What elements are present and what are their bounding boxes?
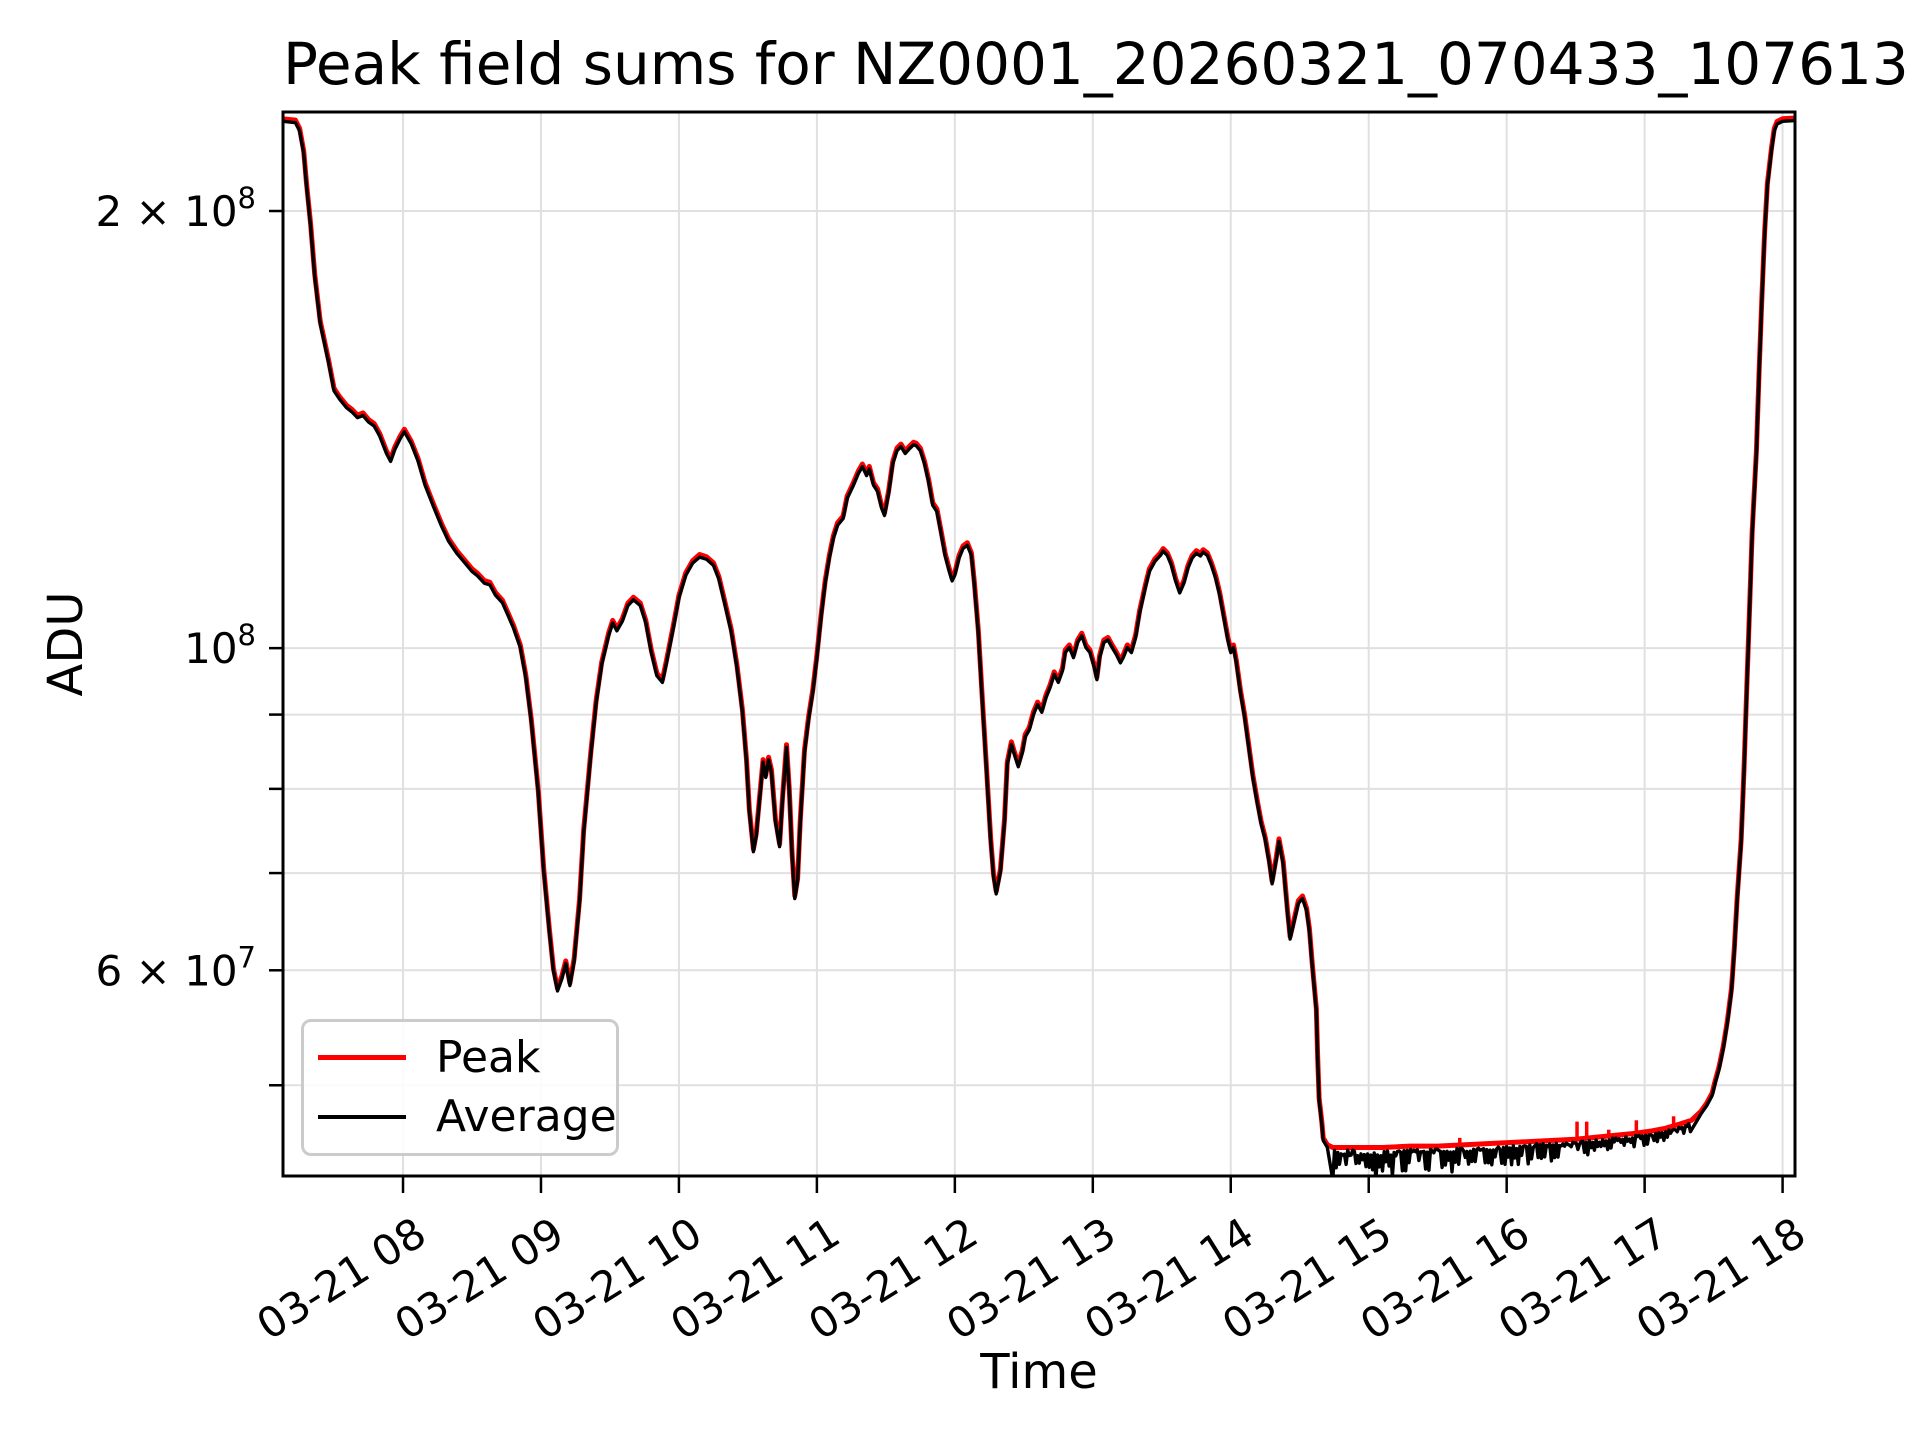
data-curves xyxy=(283,115,1795,1176)
plot-border xyxy=(281,110,1797,1178)
gridlines xyxy=(283,112,1795,1176)
y-tick-labels: 2 × 108 108 6 × 107 xyxy=(95,181,256,995)
x-axis-label: Time xyxy=(980,1344,1098,1400)
y-tick-label: 108 xyxy=(184,618,256,673)
legend: Peak Average xyxy=(301,1019,619,1156)
legend-label-peak: Peak xyxy=(436,1031,541,1083)
legend-item-average: Average xyxy=(304,1091,617,1143)
average-line-swatch xyxy=(318,1115,406,1120)
y-axis-label: ADU xyxy=(38,591,94,697)
axis-ticks xyxy=(269,209,1784,1193)
y-tick-label: 2 × 108 xyxy=(95,181,256,236)
peak-line-swatch xyxy=(318,1055,406,1061)
curve-peak xyxy=(283,115,1795,1150)
axes-spines xyxy=(281,110,1797,1178)
chart-title: Peak field sums for NZ0001_20260321_0704… xyxy=(283,30,1909,98)
curve-average xyxy=(283,118,1795,1176)
legend-label-average: Average xyxy=(436,1091,617,1143)
peak-spikes xyxy=(1458,1116,1676,1146)
y-tick-label: 6 × 107 xyxy=(95,940,256,995)
legend-item-peak: Peak xyxy=(304,1031,616,1083)
